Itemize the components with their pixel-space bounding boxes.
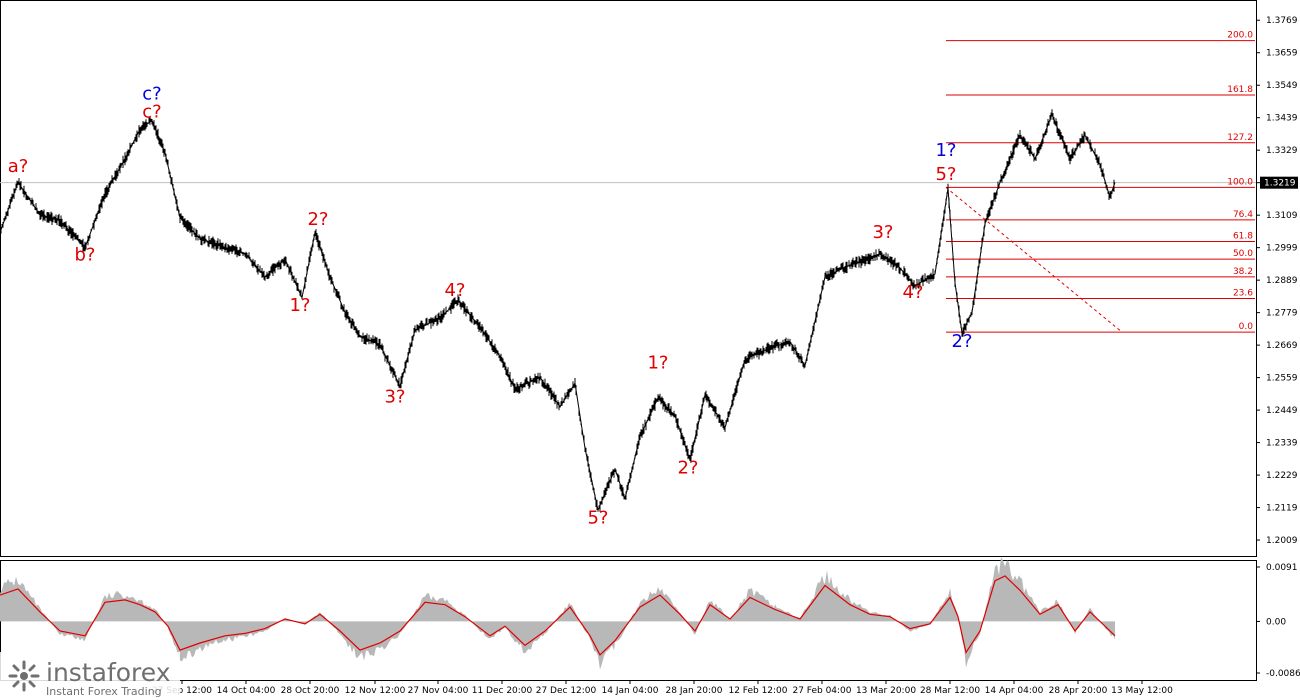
fib-level-label: 50.0 bbox=[1233, 249, 1253, 259]
price-tick-label: 1.2119 bbox=[1266, 504, 1298, 514]
oscillator-histogram bbox=[0, 557, 1115, 670]
wave-label: 2? bbox=[307, 209, 328, 230]
time-tick-label: 11 Dec 20:00 bbox=[472, 686, 533, 696]
logo-tagline: Instant Forex Trading bbox=[46, 685, 162, 698]
wave-label: 5? bbox=[935, 164, 956, 185]
price-line bbox=[0, 113, 1116, 512]
fib-level-label: 0.0 bbox=[1239, 322, 1254, 332]
current-price-tag bbox=[1260, 176, 1298, 189]
wave-label: 3? bbox=[872, 222, 893, 243]
fib-level-label: 200.0 bbox=[1227, 31, 1253, 41]
price-series bbox=[0, 109, 1116, 512]
price-tick-label: 1.3329 bbox=[1266, 146, 1298, 156]
wave-label: 4? bbox=[444, 280, 465, 301]
price-tick-label: 1.2339 bbox=[1266, 439, 1298, 449]
time-tick-label: 28 Jan 20:00 bbox=[666, 686, 723, 696]
price-tick-label: 1.3549 bbox=[1266, 81, 1298, 91]
time-tick-label: 14 Jan 04:00 bbox=[602, 686, 659, 696]
wave-label: a? bbox=[8, 156, 29, 177]
time-axis: 27 Sep 12:00 14 Oct 04:00 28 Oct 20:00 12 N… bbox=[152, 680, 1173, 696]
price-tick-label: 1.2999 bbox=[1266, 244, 1298, 254]
price-tick-label: 1.2669 bbox=[1266, 341, 1298, 351]
time-tick-label: 13 Mar 20:00 bbox=[856, 686, 916, 696]
oscillator-panel bbox=[0, 557, 1116, 670]
logo-icon bbox=[8, 660, 40, 692]
fib-trend-line bbox=[945, 187, 1123, 333]
time-tick-label: 13 May 12:00 bbox=[1111, 686, 1173, 696]
wave-label: c? bbox=[142, 101, 161, 122]
time-tick-label: 28 Apr 20:00 bbox=[1049, 686, 1108, 696]
oscillator-tick-label: 0.0091 bbox=[1266, 563, 1298, 573]
price-tick-label: 1.3659 bbox=[1266, 49, 1298, 59]
price-tick-label: 1.2449 bbox=[1266, 406, 1298, 416]
price-tick-label: 1.2559 bbox=[1266, 374, 1298, 384]
time-tick-label: 12 Nov 12:00 bbox=[345, 686, 406, 696]
fib-level-label: 100.0 bbox=[1227, 177, 1253, 187]
fib-level-label: 76.4 bbox=[1233, 210, 1253, 220]
price-tick-label: 1.2889 bbox=[1266, 276, 1298, 286]
wave-label: 1? bbox=[647, 352, 668, 373]
fibonacci-retracement: 200.0 161.8 127.2 100.0 76.4 61.8 50.0 38.2 23.6… bbox=[945, 31, 1255, 333]
price-tick-label: 1.3109 bbox=[1266, 211, 1298, 221]
price-tick-label: 1.2229 bbox=[1266, 471, 1298, 481]
fib-level-label: 23.6 bbox=[1233, 288, 1253, 298]
time-tick-label: 14 Apr 04:00 bbox=[985, 686, 1044, 696]
fib-level-label: 38.2 bbox=[1233, 267, 1253, 277]
wave-label: 1? bbox=[935, 140, 956, 161]
time-tick-label: 27 Sep 12:00 bbox=[152, 686, 212, 696]
time-tick-label: 27 Dec 12:00 bbox=[536, 686, 597, 696]
fib-level-label: 161.8 bbox=[1227, 85, 1253, 95]
time-tick-label: 28 Oct 20:00 bbox=[281, 686, 340, 696]
price-tick-label: 1.2779 bbox=[1266, 309, 1298, 319]
time-tick-label: 27 Nov 04:00 bbox=[408, 686, 469, 696]
instaforex-logo: instaforex Instant Forex Trading bbox=[0, 652, 180, 700]
wave-label: 2? bbox=[677, 457, 698, 478]
price-panel-frame bbox=[0, 0, 1257, 557]
logo-wordmark: instaforex bbox=[46, 658, 171, 687]
price-axis: 1.3769 1.3659 1.3549 1.3439 1.3329 1.3219 1.31… bbox=[1256, 16, 1298, 546]
fib-level-label: 127.2 bbox=[1227, 133, 1253, 143]
wave-label: 5? bbox=[587, 508, 608, 529]
oscillator-tick-label: 0.00 bbox=[1266, 617, 1286, 627]
price-tick-label: 1.2009 bbox=[1266, 536, 1298, 546]
price-tick-label: 1.3769 bbox=[1266, 16, 1298, 26]
wave-labels: a? b? c?c? 1? 2? 3? 4? 5? 1? 2? 3? 4? 5? 1? 2? bbox=[8, 84, 973, 529]
price-tick-label: 1.3439 bbox=[1266, 114, 1298, 124]
time-tick-label: 14 Oct 04:00 bbox=[217, 686, 276, 696]
wave-label: 1? bbox=[289, 295, 310, 316]
wave-label: c? bbox=[142, 84, 161, 105]
wave-label: 4? bbox=[902, 282, 923, 303]
wave-label: 3? bbox=[384, 386, 405, 407]
time-tick-label: 12 Feb 12:00 bbox=[728, 686, 787, 696]
time-tick-label: 28 Mar 12:00 bbox=[920, 686, 980, 696]
current-price-label: 1.3219 bbox=[1264, 179, 1296, 189]
fib-level-label: 61.8 bbox=[1233, 231, 1253, 241]
wave-label: 2? bbox=[951, 331, 972, 352]
wave-label: b? bbox=[75, 245, 96, 266]
time-tick-label: 27 Feb 04:00 bbox=[792, 686, 851, 696]
oscillator-signal-line bbox=[0, 575, 1116, 656]
